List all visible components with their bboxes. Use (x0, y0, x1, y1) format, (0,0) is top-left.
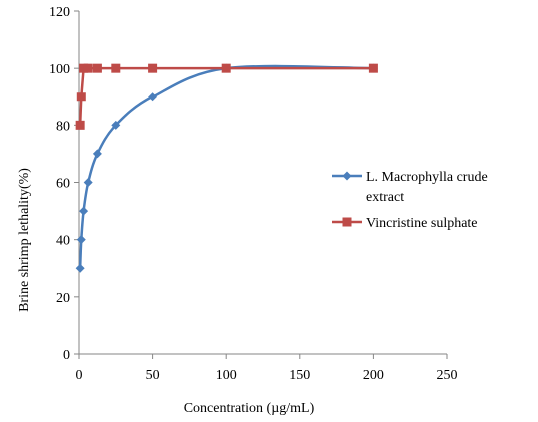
series-1-point (79, 206, 89, 216)
legend-swatch-marker (342, 171, 352, 181)
series-2-point (368, 63, 378, 73)
series-1-point (75, 263, 85, 273)
legend-swatch-marker (342, 217, 352, 227)
series-1-line (78, 64, 374, 269)
axes: 0 20 40 60 80 100 120 0 50 100 150 200 250 (49, 5, 458, 383)
series-2-point (111, 63, 121, 73)
y-tick-label: 0 (63, 348, 70, 363)
legend-label: extract (366, 190, 404, 205)
series-1-point (148, 92, 158, 102)
x-tick-label: 250 (437, 368, 458, 383)
series-2-point (92, 63, 102, 73)
y-tick-label: 120 (49, 5, 70, 20)
series-2-point (76, 92, 86, 102)
legend-item-2: Vincristine sulphate (332, 216, 478, 231)
series-1-point (111, 120, 121, 130)
series-2-point (221, 63, 231, 73)
series-2-point (83, 63, 93, 73)
legend-label: Vincristine sulphate (366, 216, 478, 231)
series-2-point (75, 120, 85, 130)
series-2 (75, 63, 378, 130)
legend-item-1: L. Macrophylla crude extract (332, 170, 488, 205)
series-layer (75, 63, 378, 273)
x-tick-label: 150 (289, 368, 310, 383)
x-tick-label: 200 (363, 368, 384, 383)
y-tick-label: 60 (56, 177, 70, 192)
y-tick-label: 80 (56, 119, 70, 134)
series-2-point (148, 63, 158, 73)
series-2-point (79, 63, 89, 73)
legend-label: L. Macrophylla crude (366, 170, 488, 185)
y-axis-label: Brine shrimp lethality(%) (17, 168, 32, 312)
series-1-point (83, 178, 93, 187)
y-tick-label: 100 (49, 62, 70, 77)
x-tick-label: 50 (146, 368, 160, 383)
y-tick-label: 40 (56, 234, 70, 249)
series-1 (75, 63, 378, 273)
series-1-point (76, 235, 86, 245)
x-axis-label: Concentration (µg/mL) (184, 401, 315, 416)
x-tick-label: 100 (216, 368, 237, 383)
y-tick-label: 20 (56, 291, 70, 306)
legend: L. Macrophylla crude extract Vincristine s… (332, 170, 488, 231)
x-tick-label: 0 (76, 368, 83, 383)
series-1-point (92, 149, 102, 159)
